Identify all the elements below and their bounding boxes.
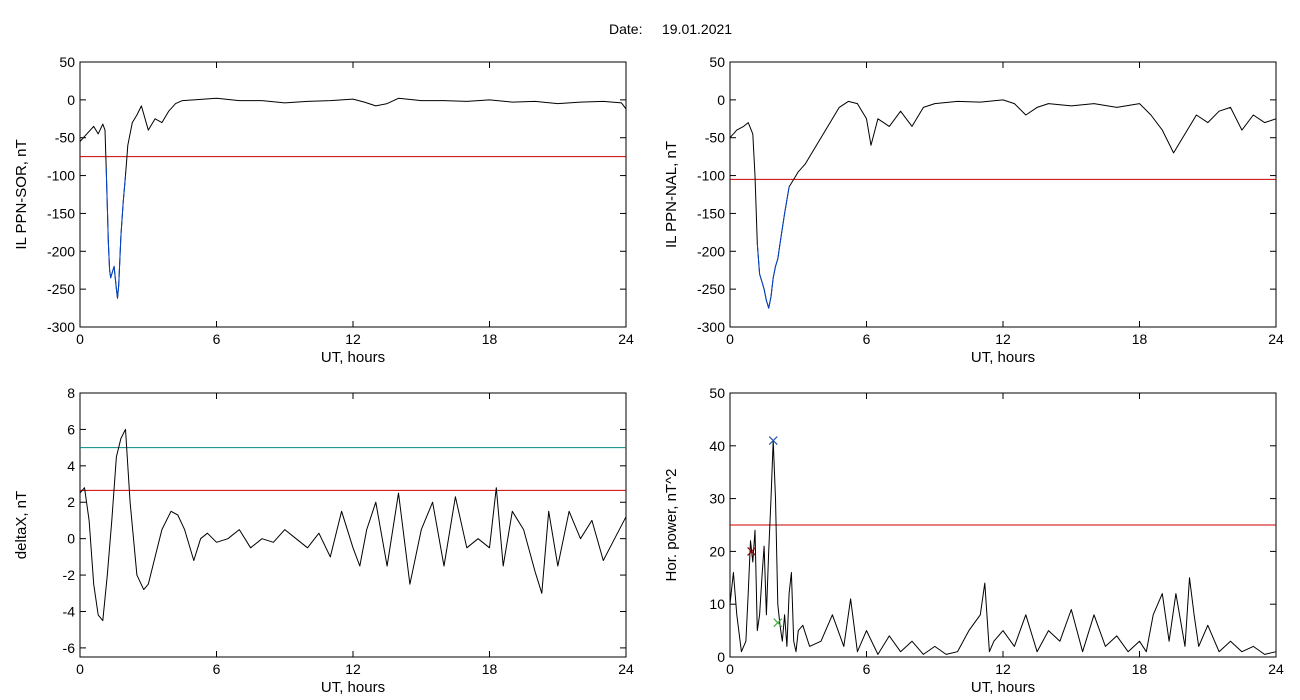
y-tick-label: 0 [717, 92, 725, 108]
y-tick-label: 0 [717, 649, 725, 665]
date-label: Date: [609, 21, 642, 37]
x-tick-label: 24 [1268, 661, 1284, 677]
panel-il-ppn-nal: 0 6 12 18 24 50 0 -50 -100 -150 -200 -250 -300 UT, ho… [663, 54, 1284, 366]
highlight-series-line [756, 186, 790, 309]
plot-frame [79, 392, 627, 658]
x-axis-label: UT, hours [971, 679, 1035, 696]
y-tick-label: 2 [67, 494, 75, 510]
y-tick-label: 50 [59, 54, 75, 70]
x-tick-label: 12 [995, 331, 1011, 347]
y-tick-label: 40 [709, 438, 725, 454]
data-series-line [79, 97, 627, 299]
x-tick-label: 12 [995, 661, 1011, 677]
x-tick-label: 0 [76, 661, 84, 677]
y-tick-label: 4 [67, 458, 75, 474]
y-tick-label: -6 [63, 640, 76, 656]
y-tick-label: 30 [709, 491, 725, 507]
x-tick-label: 6 [863, 331, 871, 347]
y-tick-label: -250 [47, 281, 75, 297]
x-tick-label: 24 [618, 661, 634, 677]
x-tick-label: 24 [618, 331, 634, 347]
x-tick-label: 6 [213, 661, 221, 677]
y-tick-label: -200 [697, 243, 725, 259]
x-tick-label: 0 [76, 331, 84, 347]
y-tick-label: 6 [67, 421, 75, 437]
data-series-line [79, 428, 627, 622]
marker-x [747, 546, 757, 556]
y-axis-label: IL PPN-SOR, nT [13, 139, 30, 249]
y-axis-label: deltaX, nT [13, 491, 30, 559]
data-series-line [729, 99, 1277, 309]
panel-hor-power: 0 6 12 18 24 50 40 30 20 10 0 UT, hours Hor. power, … [663, 385, 1284, 696]
y-tick-label: -50 [705, 130, 725, 146]
data-series-line [729, 440, 1277, 655]
y-tick-label: -2 [63, 567, 76, 583]
marker-x [773, 618, 783, 628]
x-tick-label: 12 [345, 331, 361, 347]
x-tick-label: 24 [1268, 331, 1284, 347]
x-tick-label: 18 [482, 331, 498, 347]
panel-il-ppn-sor: 0 6 12 18 24 50 0 -50 -100 -150 -200 -250 -300 UT, ho… [13, 54, 634, 366]
x-tick-label: 0 [726, 661, 734, 677]
y-axis-label: IL PPN-NAL, nT [663, 141, 680, 248]
x-tick-label: 18 [1132, 331, 1148, 347]
y-tick-label: 50 [709, 385, 725, 401]
x-tick-label: 12 [345, 661, 361, 677]
y-tick-label: -100 [47, 168, 75, 184]
plot-frame [729, 61, 1277, 328]
y-tick-label: -100 [697, 168, 725, 184]
x-tick-label: 6 [863, 661, 871, 677]
y-tick-label: -200 [47, 243, 75, 259]
y-tick-label: 20 [709, 543, 725, 559]
panel-deltax: 0 6 12 18 24 8 6 4 2 0 -2 -4 -6 UT, hours deltaX, nT [13, 385, 634, 696]
y-tick-label: 50 [709, 54, 725, 70]
x-axis-label: UT, hours [321, 349, 385, 366]
y-tick-label: 10 [709, 596, 725, 612]
date-value: 19.01.2021 [662, 21, 732, 37]
y-tick-label: -300 [47, 319, 75, 335]
x-axis-label: UT, hours [321, 679, 385, 696]
y-tick-label: 0 [67, 531, 75, 547]
plot-frame [79, 61, 627, 328]
x-tick-label: 18 [482, 661, 498, 677]
x-tick-label: 18 [1132, 661, 1148, 677]
x-axis-label: UT, hours [971, 349, 1035, 366]
y-tick-label: 8 [67, 385, 75, 401]
x-tick-label: 0 [726, 331, 734, 347]
y-tick-label: -4 [63, 603, 76, 619]
highlight-series-line [105, 167, 126, 299]
y-tick-label: 0 [67, 92, 75, 108]
y-axis-label: Hor. power, nT^2 [663, 469, 680, 582]
y-tick-label: -300 [697, 319, 725, 335]
x-tick-label: 6 [213, 331, 221, 347]
y-tick-label: -50 [55, 130, 75, 146]
y-tick-label: -150 [47, 205, 75, 221]
marker-x [768, 436, 778, 445]
y-tick-label: -150 [697, 205, 725, 221]
y-tick-label: -250 [697, 281, 725, 297]
